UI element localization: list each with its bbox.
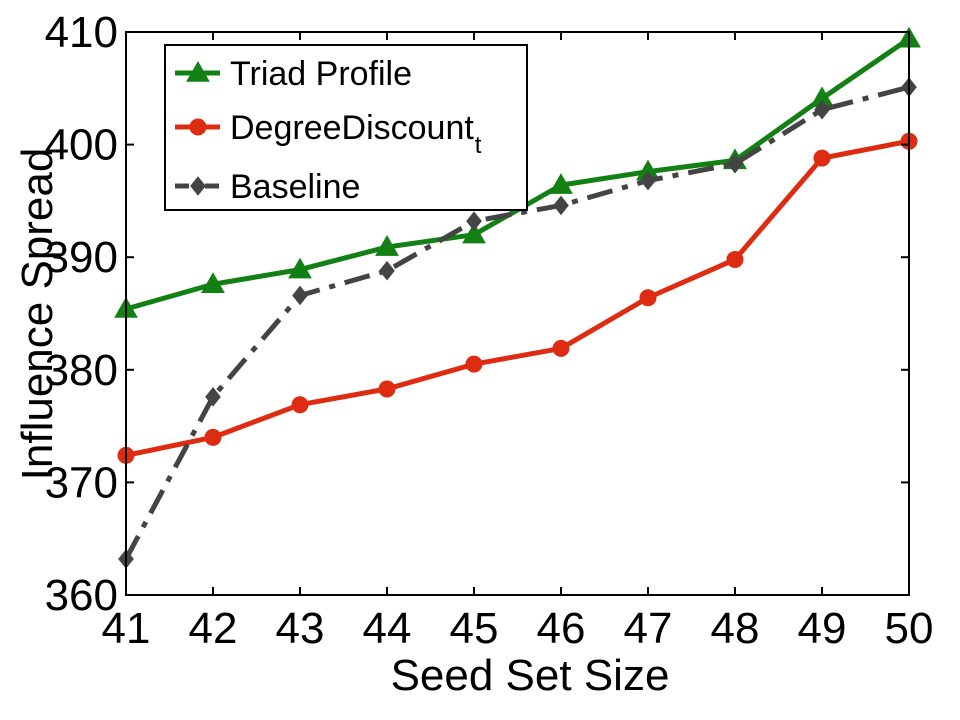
data-point: [639, 289, 657, 307]
legend-label: Triad Profile: [230, 55, 412, 93]
x-tick-label: 42: [189, 604, 238, 653]
data-point: [727, 153, 743, 174]
data-point: [291, 396, 309, 414]
legend-item: Triad Profile: [175, 55, 412, 93]
x-axis-title: Seed Set Size: [391, 651, 670, 700]
legend-marker: [189, 118, 207, 136]
data-point: [726, 250, 744, 268]
x-tick-label: 44: [363, 604, 412, 653]
x-tick-label: 48: [711, 604, 760, 653]
data-point: [288, 257, 312, 279]
x-tick-label: 47: [624, 604, 673, 653]
x-tick-label: 43: [276, 604, 325, 653]
data-point: [553, 195, 569, 216]
data-point: [814, 99, 830, 120]
axes: 41 42 43 44 45 46 47 48 49 50 360 370 380 390 400 410: [45, 8, 934, 653]
y-tick-label: 380: [45, 346, 118, 395]
plot-frame: [125, 31, 910, 596]
legend-marker: [186, 60, 210, 82]
data-point: [379, 260, 395, 281]
series-layer: [114, 26, 921, 569]
legend-box: [164, 44, 528, 211]
data-point: [201, 272, 225, 293]
data-point: [375, 235, 399, 256]
data-point: [378, 380, 396, 398]
y-tick-label: 400: [45, 121, 118, 170]
x-tick-label: 41: [102, 604, 151, 653]
y-tick-label: 390: [45, 233, 118, 282]
x-tick-label: 45: [450, 604, 499, 653]
series-line: [125, 138, 910, 458]
legend-marker: [190, 176, 206, 196]
x-tick-label: 50: [885, 604, 934, 653]
data-point: [465, 355, 483, 373]
series-degreediscount: [117, 132, 918, 464]
y-tick-label: 360: [45, 571, 118, 620]
legend-label-subscript: t: [475, 132, 482, 159]
data-point: [466, 211, 482, 231]
data-point: [292, 285, 308, 306]
data-point: [640, 170, 656, 191]
y-tick-label: 410: [45, 8, 118, 57]
data-point: [552, 339, 570, 357]
x-tick-label: 49: [798, 604, 847, 653]
data-point: [549, 173, 573, 194]
data-point: [205, 387, 221, 407]
data-point: [813, 149, 831, 167]
y-tick-label: 370: [45, 458, 118, 507]
data-point: [462, 222, 486, 244]
x-tick-label: 46: [537, 604, 586, 653]
legend-label: Baseline: [230, 168, 360, 206]
y-axis-title: Influence Spread: [13, 148, 62, 481]
data-point: [204, 428, 222, 446]
legend-item: Baseline: [175, 168, 360, 206]
